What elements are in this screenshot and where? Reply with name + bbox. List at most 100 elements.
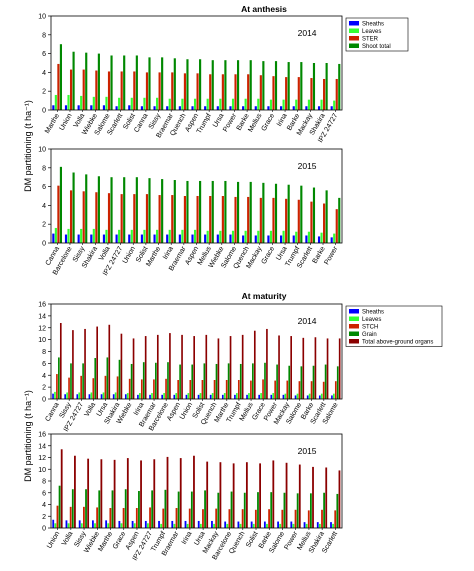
bar-1-17-2 [257,98,260,110]
bar-1-4-2 [92,96,95,110]
y-tick-label: 12 [38,325,46,332]
bar-1-16-4 [249,60,252,110]
bar-3-20-1 [282,394,285,399]
bar-3-14-1 [209,394,212,399]
bar-2-3-2 [80,228,83,243]
bar-1-11-4 [186,59,189,110]
bar-3-22-2 [308,393,311,399]
bar-3-18-2 [260,393,262,399]
bar-4-9-3 [162,508,165,528]
bar-3-19-2 [272,393,275,399]
bar-3-2-5 [72,330,74,400]
bar-3-21-2 [296,393,299,399]
bar-3-8-4 [142,362,145,399]
bar-3-9-5 [156,334,159,400]
bar-4-1-2 [54,523,57,528]
bar-1-21-3 [310,78,313,110]
bar-4-9-4 [164,489,167,528]
bar-4-12-2 [199,523,202,528]
bar-3-15-2 [223,393,226,399]
year-label: 2015 [298,161,317,171]
bar-3-9-3 [153,379,155,399]
bar-4-15-2 [239,523,242,528]
y-axis-label-maturity: DM partitioning (t ha⁻¹) [23,390,33,482]
bar-3-7-3 [128,378,131,399]
bar-3-17-2 [248,393,250,399]
x-tick-label: Power [222,112,238,133]
legend-label: Leaves [362,317,381,323]
bar-2-15-1 [229,234,232,243]
bar-4-20-5 [312,466,314,528]
y-tick-label: 6 [42,361,46,368]
bar-4-22-1 [330,522,332,529]
bar-4-4-5 [100,459,103,528]
bar-2-22-4 [325,190,328,243]
bar-4-4-1 [92,520,94,528]
bar-1-13-2 [206,98,209,110]
bar-3-16-1 [234,394,236,399]
bar-1-11-2 [181,98,184,110]
bar-1-21-2 [307,99,310,110]
bar-2-12-2 [193,229,197,243]
bar-4-18-3 [281,509,284,528]
bar-4-1-5 [60,449,63,528]
bar-3-9-1 [149,394,151,399]
bar-1-7-3 [133,71,136,110]
year-label: 2015 [298,446,317,456]
bar-2-17-1 [254,235,257,243]
bar-3-23-4 [324,364,327,399]
bar-2-2-2 [67,228,70,243]
y-axis-label-anthesis: DM partitioning (t ha⁻¹) [23,100,33,192]
bar-4-10-5 [179,458,182,528]
bar-1-5-1 [102,105,106,110]
bar-4-8-2 [147,523,149,528]
bar-3-21-5 [302,337,305,399]
bar-3-18-5 [266,328,268,399]
bar-1-4-3 [95,70,98,110]
bar-1-17-4 [262,61,265,110]
panel-1: 0246810MartheUnionVollaWiebkeSalomeScarl… [38,14,409,144]
bar-4-14-2 [226,523,229,528]
bar-4-2-5 [74,455,76,528]
bar-3-18-4 [264,362,266,399]
bar-3-20-4 [288,365,291,399]
bar-1-2-2 [67,94,70,110]
legend-swatch [349,316,359,321]
bar-1-14-4 [224,60,227,110]
y-tick-label: 6 [42,490,46,497]
bar-2-9-3 [158,195,161,243]
y-tick-label: 8 [42,349,46,356]
bar-4-13-5 [219,462,222,528]
bar-3-6-2 [114,392,117,399]
bar-4-12-3 [202,509,204,528]
bar-4-7-5 [140,460,142,528]
bar-4-9-5 [166,456,169,528]
bar-3-5-2 [102,392,105,399]
bar-4-2-3 [69,506,72,528]
bar-4-3-3 [83,506,85,528]
bar-1-13-1 [204,106,207,110]
legend-box [345,305,443,347]
bar-4-6-2 [120,523,123,528]
bar-1-23-1 [330,106,333,110]
legend-swatch [349,309,359,314]
bar-2-1-1 [52,233,55,243]
y-tick-label: 4 [42,502,46,509]
bar-1-8-1 [140,106,143,110]
bar-1-6-3 [120,71,123,110]
bar-1-1-2 [54,94,57,110]
y-tick-label: 14 [38,443,46,450]
bar-1-18-4 [274,61,278,110]
bar-2-13-1 [204,234,207,243]
bar-4-20-2 [305,523,308,528]
y-tick-label: 16 [38,432,46,439]
bar-1-11-3 [183,73,186,110]
y-tick-label: 14 [38,313,46,320]
bar-2-1-2 [54,227,57,243]
bar-3-24-4 [336,366,339,399]
bar-2-20-4 [300,185,303,243]
bar-2-10-3 [171,195,174,243]
bar-3-20-2 [284,393,287,399]
bar-3-13-1 [197,394,200,399]
bar-2-11-4 [186,180,189,243]
